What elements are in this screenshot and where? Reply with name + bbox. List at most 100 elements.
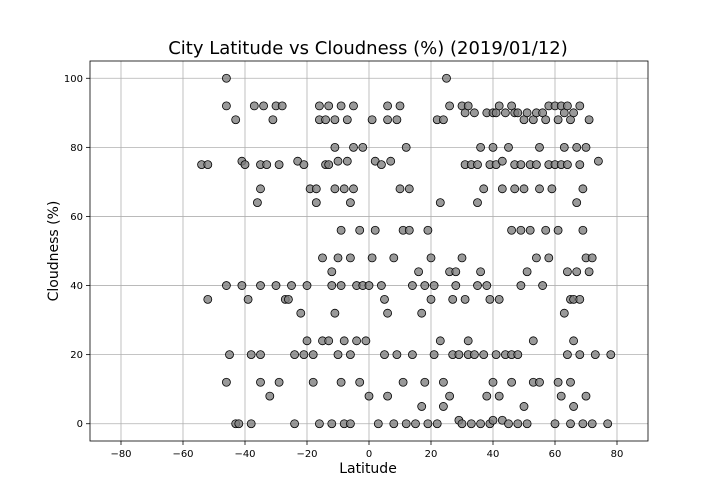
- y-tick-label: 0: [77, 419, 83, 430]
- data-point: [221, 101, 231, 111]
- data-point: [364, 281, 374, 290]
- data-point: [327, 267, 337, 277]
- data-point: [370, 225, 380, 235]
- x-axis-label: Latitude: [339, 461, 397, 477]
- data-point: [321, 115, 331, 125]
- data-point: [246, 419, 256, 429]
- data-point: [240, 160, 250, 170]
- data-point: [494, 391, 504, 401]
- data-point: [256, 281, 265, 290]
- data-point: [311, 184, 321, 194]
- data-point: [364, 391, 374, 401]
- data-point: [476, 267, 486, 277]
- data-point: [538, 281, 547, 290]
- data-point: [355, 377, 365, 387]
- data-point: [262, 160, 272, 170]
- data-point: [345, 419, 355, 429]
- data-point: [401, 142, 411, 152]
- data-point: [457, 253, 467, 263]
- data-point: [550, 419, 560, 429]
- data-point: [522, 267, 532, 277]
- data-point: [373, 419, 383, 429]
- data-point: [411, 419, 420, 429]
- data-point: [389, 253, 399, 263]
- data-point: [376, 281, 386, 290]
- data-point: [398, 377, 408, 387]
- data-point: [482, 391, 492, 401]
- data-point: [488, 142, 498, 152]
- data-point: [566, 419, 575, 429]
- data-point: [349, 101, 358, 111]
- data-point: [376, 160, 386, 170]
- data-point: [603, 419, 613, 429]
- data-point: [572, 142, 582, 152]
- data-point: [345, 350, 355, 360]
- data-point: [339, 336, 349, 346]
- data-point: [333, 350, 343, 360]
- data-point: [575, 294, 585, 304]
- data-point: [203, 294, 213, 304]
- data-point: [587, 253, 597, 263]
- data-point: [324, 101, 334, 111]
- data-point: [221, 281, 231, 290]
- data-point: [345, 198, 355, 208]
- data-point: [519, 184, 529, 194]
- data-point: [590, 350, 600, 360]
- data-point: [429, 281, 439, 290]
- data-point: [457, 419, 467, 429]
- data-point: [553, 377, 563, 387]
- data-point: [445, 391, 455, 401]
- data-point: [451, 267, 461, 277]
- data-point: [234, 419, 244, 429]
- data-point: [345, 253, 355, 263]
- y-axis-ticks: 0 20 40 60 80 100: [64, 74, 90, 430]
- x-tick-label: −20: [296, 449, 317, 460]
- data-point: [246, 350, 256, 360]
- data-point: [572, 267, 582, 277]
- data-point: [578, 419, 588, 429]
- data-point: [423, 225, 433, 235]
- data-point: [516, 281, 526, 290]
- data-point: [308, 350, 318, 360]
- data-point: [519, 402, 529, 411]
- data-point: [479, 184, 489, 194]
- data-point: [311, 198, 321, 208]
- data-point: [225, 350, 234, 360]
- data-point: [513, 350, 523, 360]
- data-point: [395, 101, 405, 111]
- data-point: [494, 294, 504, 304]
- data-point: [553, 225, 563, 235]
- x-tick-label: −60: [172, 449, 193, 460]
- data-point: [544, 253, 554, 263]
- data-point: [221, 73, 231, 83]
- data-point: [380, 294, 389, 304]
- data-point: [252, 198, 262, 208]
- data-point: [383, 308, 393, 318]
- data-point: [532, 160, 541, 170]
- data-point: [525, 225, 535, 235]
- data-point: [268, 115, 278, 125]
- data-point: [339, 184, 349, 194]
- data-point: [473, 198, 482, 208]
- data-point: [482, 281, 492, 290]
- data-point: [407, 350, 417, 360]
- data-point: [438, 115, 448, 125]
- data-point: [584, 267, 594, 277]
- data-point: [463, 336, 473, 346]
- data-point: [460, 294, 470, 304]
- data-point: [330, 184, 340, 194]
- data-point: [442, 73, 451, 83]
- data-point: [466, 419, 476, 429]
- y-tick-label: 20: [70, 350, 83, 361]
- data-point: [352, 336, 362, 346]
- data-point: [349, 142, 358, 152]
- data-point: [454, 350, 464, 360]
- data-point: [333, 253, 343, 263]
- data-point: [324, 160, 334, 170]
- data-point: [336, 101, 346, 111]
- data-point: [330, 308, 340, 318]
- data-point: [330, 115, 340, 125]
- chart-title: City Latitude vs Cloudness (%) (2019/01/…: [168, 38, 568, 59]
- data-point: [290, 419, 300, 429]
- data-point: [249, 101, 259, 111]
